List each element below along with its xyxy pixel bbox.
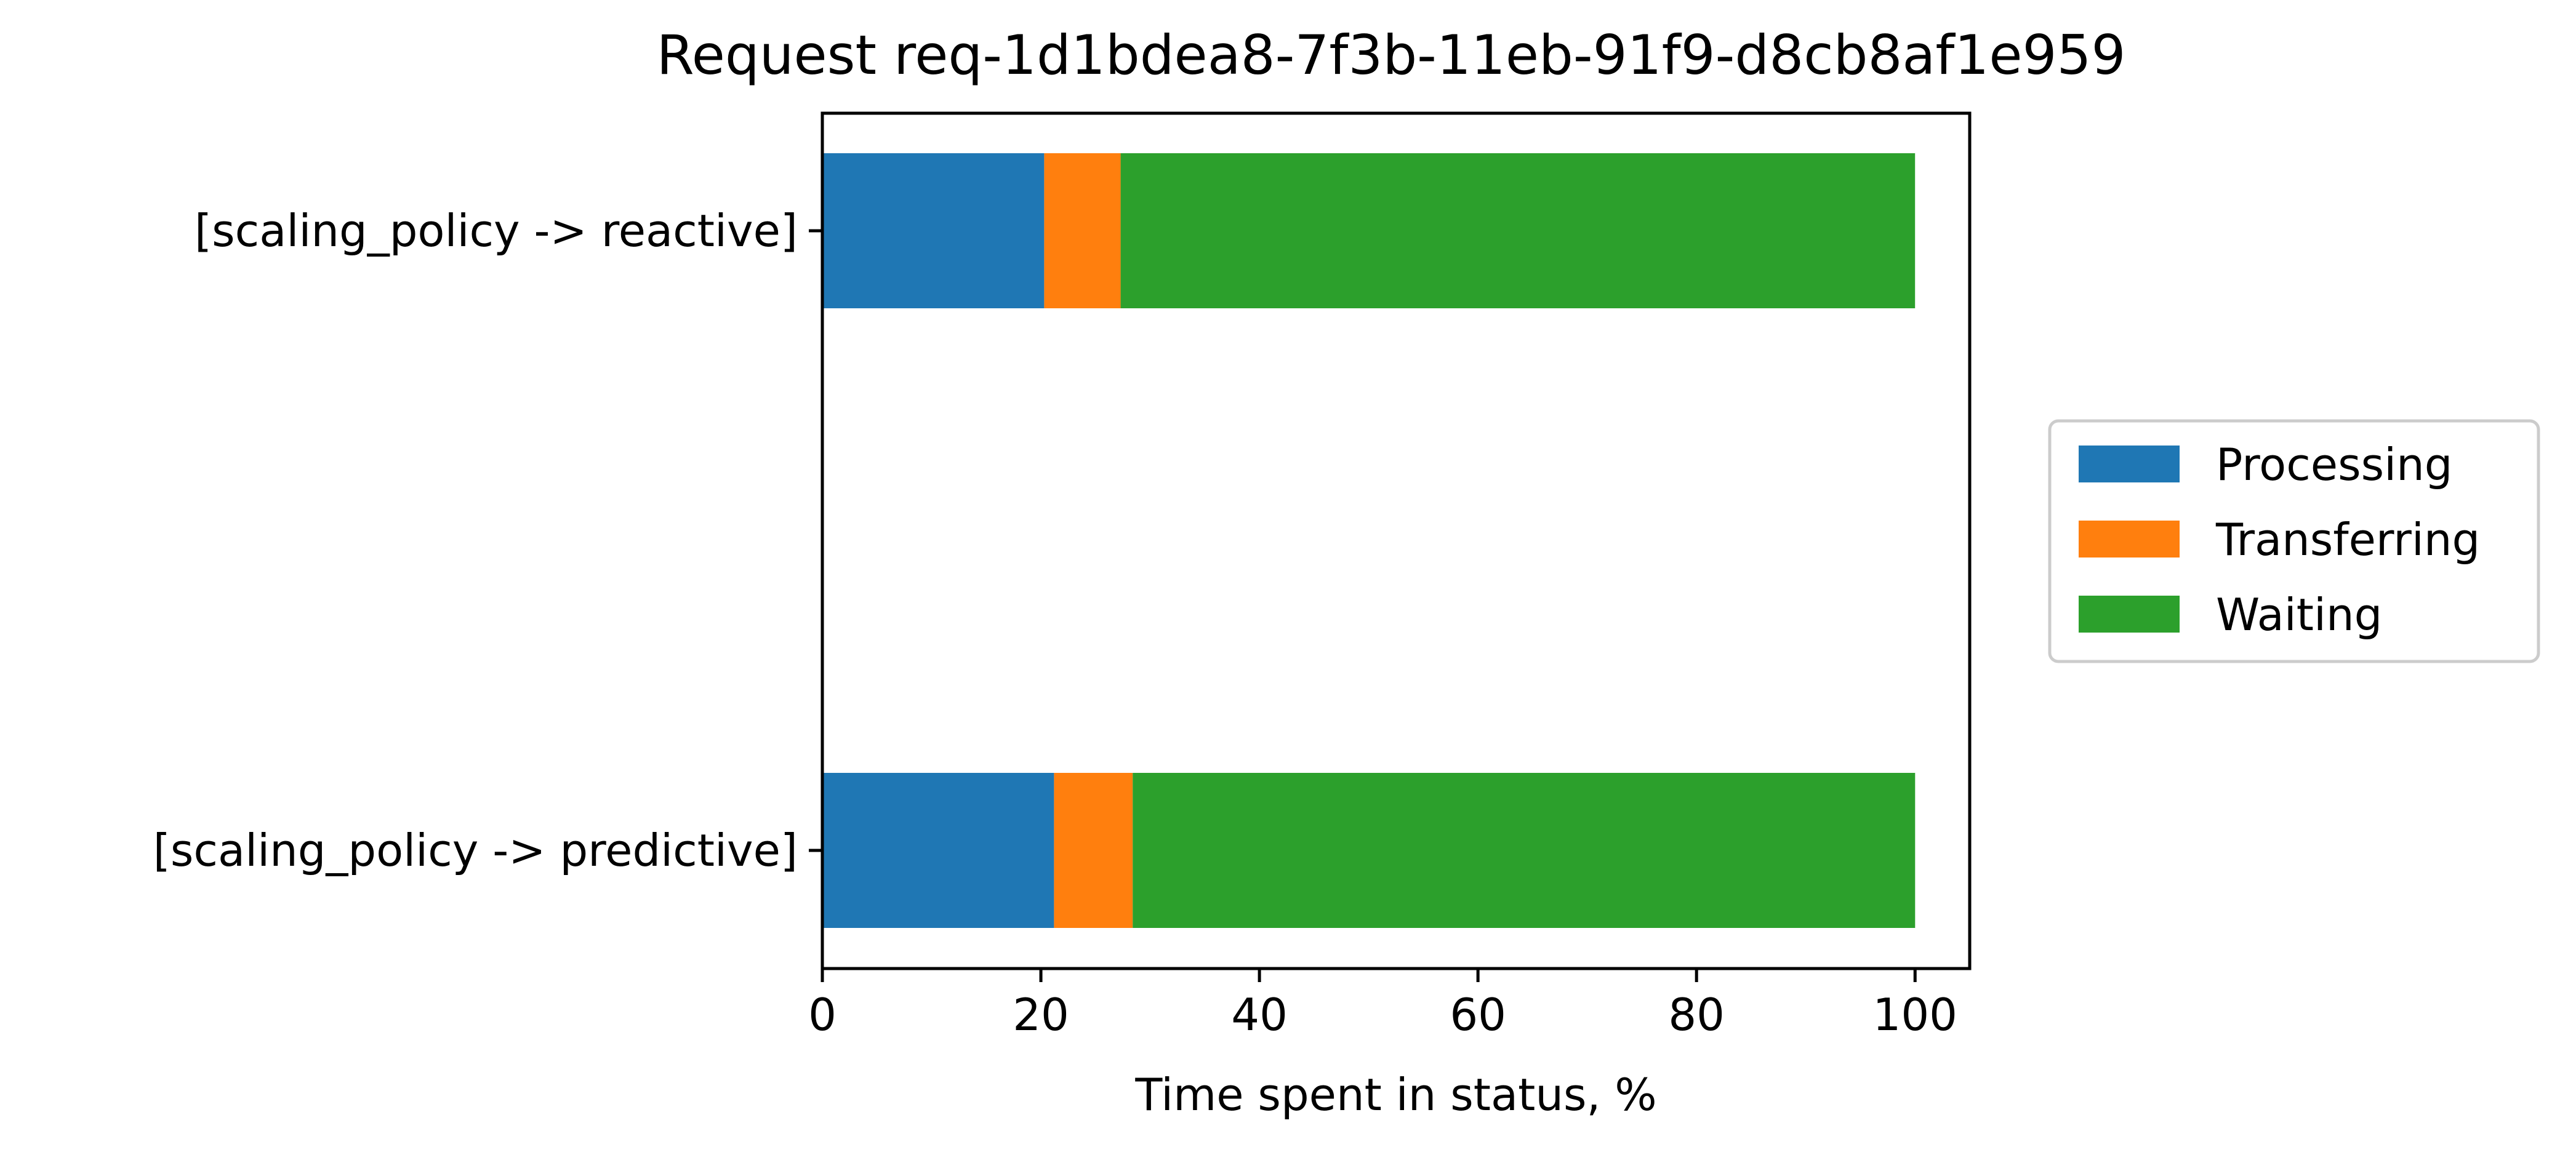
legend-swatch-transferring (2079, 521, 2180, 558)
bar-transferring-1 (1054, 773, 1133, 928)
x-tick-label-4: 80 (1668, 989, 1725, 1041)
x-tick-label-5: 100 (1873, 989, 1957, 1041)
bar-waiting-1 (1133, 773, 1916, 928)
bar-processing-0 (822, 153, 1045, 308)
y-tick-label-1: [scaling_policy -> predictive] (153, 825, 798, 876)
legend-label-transferring: Transferring (2215, 514, 2480, 566)
x-tick-label-2: 40 (1231, 989, 1288, 1041)
legend: Processing Transferring Waiting (2048, 419, 2540, 663)
x-tick-label-3: 60 (1450, 989, 1506, 1041)
plot-area (822, 153, 1916, 928)
x-axis: 0 20 40 60 80 100 (808, 969, 1957, 1041)
x-axis-label: Time spent in status, % (1134, 1069, 1656, 1121)
bar-waiting-0 (1120, 153, 1916, 308)
bar-transferring-0 (1044, 153, 1121, 308)
y-axis: [scaling_policy -> reactive] [scaling_pol… (153, 205, 822, 876)
legend-swatch-processing (2079, 446, 2180, 482)
legend-label-processing: Processing (2216, 439, 2452, 490)
x-tick-label-0: 0 (808, 989, 837, 1041)
legend-swatch-waiting (2079, 596, 2180, 633)
legend-label-waiting: Waiting (2216, 589, 2382, 641)
chart-title: Request req-1d1bdea8-7f3b-11eb-91f9-d8cb… (657, 23, 2126, 87)
plot-frame (821, 111, 1972, 970)
y-tick-label-0: [scaling_policy -> reactive] (195, 205, 798, 257)
x-tick-label-1: 20 (1013, 989, 1069, 1041)
bar-processing-1 (822, 773, 1054, 928)
